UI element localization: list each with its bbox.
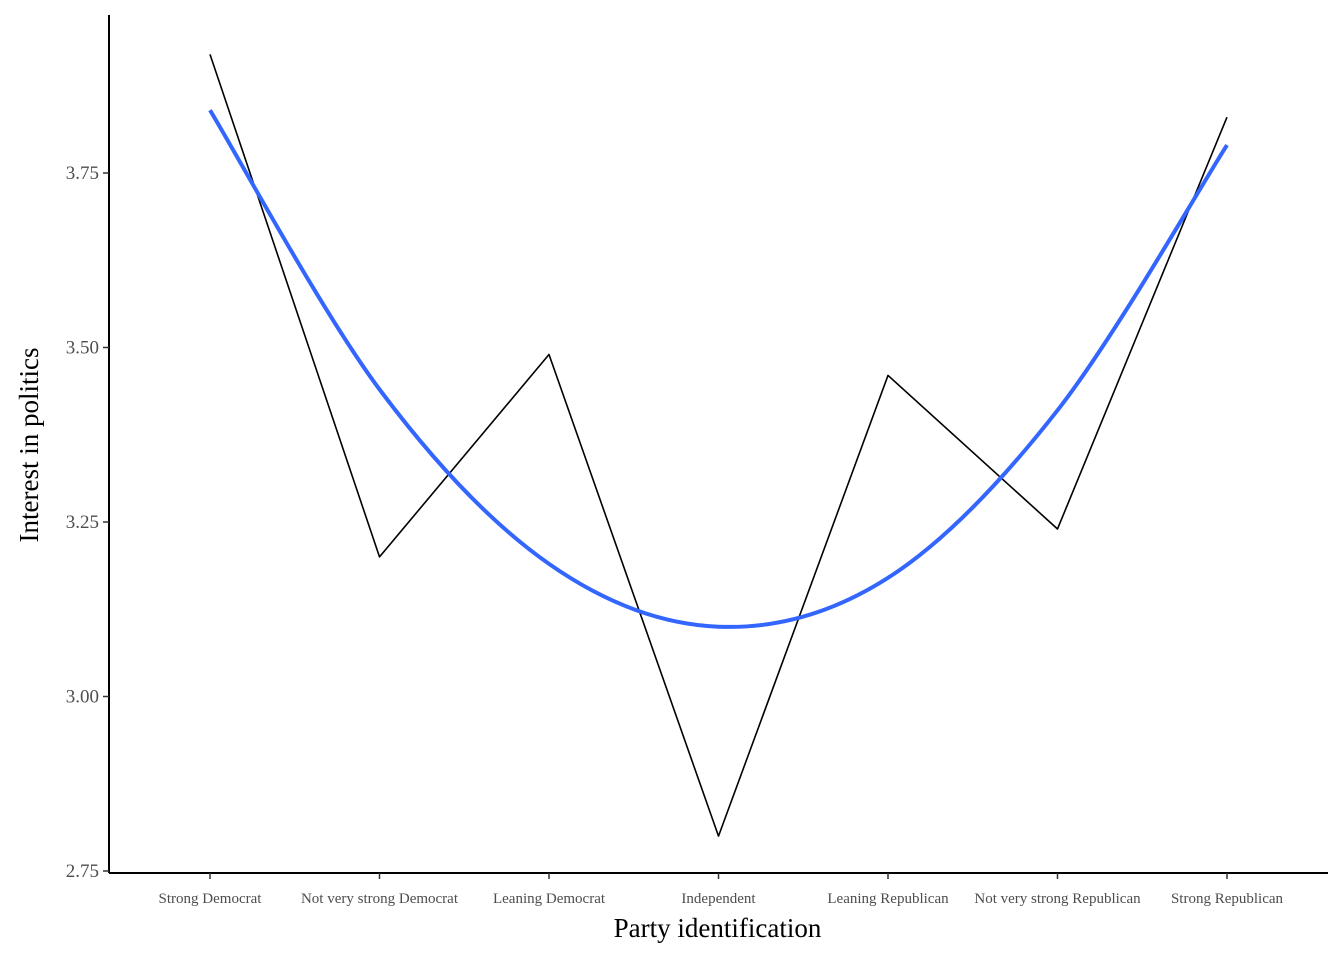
x-tick-label: Independent — [681, 891, 756, 907]
plot-area — [208, 54, 1229, 837]
x-axis-title: Party identification — [614, 913, 822, 943]
y-tick-label: 3.25 — [66, 512, 99, 533]
x-tick-label: Not very strong Democrat — [301, 891, 459, 907]
x-ticks: Strong Democrat Not very strong Democrat L… — [159, 873, 1284, 907]
x-tick-label: Strong Democrat — [159, 891, 263, 907]
y-axis-title: Interest in politics — [14, 348, 44, 543]
y-tick-label: 3.50 — [66, 338, 99, 359]
y-tick-label: 3.75 — [66, 163, 99, 184]
smooth-fit-line — [208, 109, 1229, 629]
axes: 2.75 3.00 3.25 3.50 3.75 Strong Democrat Not … — [66, 15, 1328, 907]
y-tick-label: 2.75 — [66, 861, 99, 882]
observed-line — [209, 54, 1228, 837]
y-tick-label: 3.00 — [66, 687, 99, 708]
x-tick-label: Strong Republican — [1171, 891, 1284, 907]
x-tick-label: Leaning Republican — [827, 891, 949, 907]
x-tick-label: Leaning Democrat — [493, 891, 606, 907]
x-tick-label: Not very strong Republican — [974, 891, 1141, 907]
y-ticks: 2.75 3.00 3.25 3.50 3.75 — [66, 163, 109, 882]
